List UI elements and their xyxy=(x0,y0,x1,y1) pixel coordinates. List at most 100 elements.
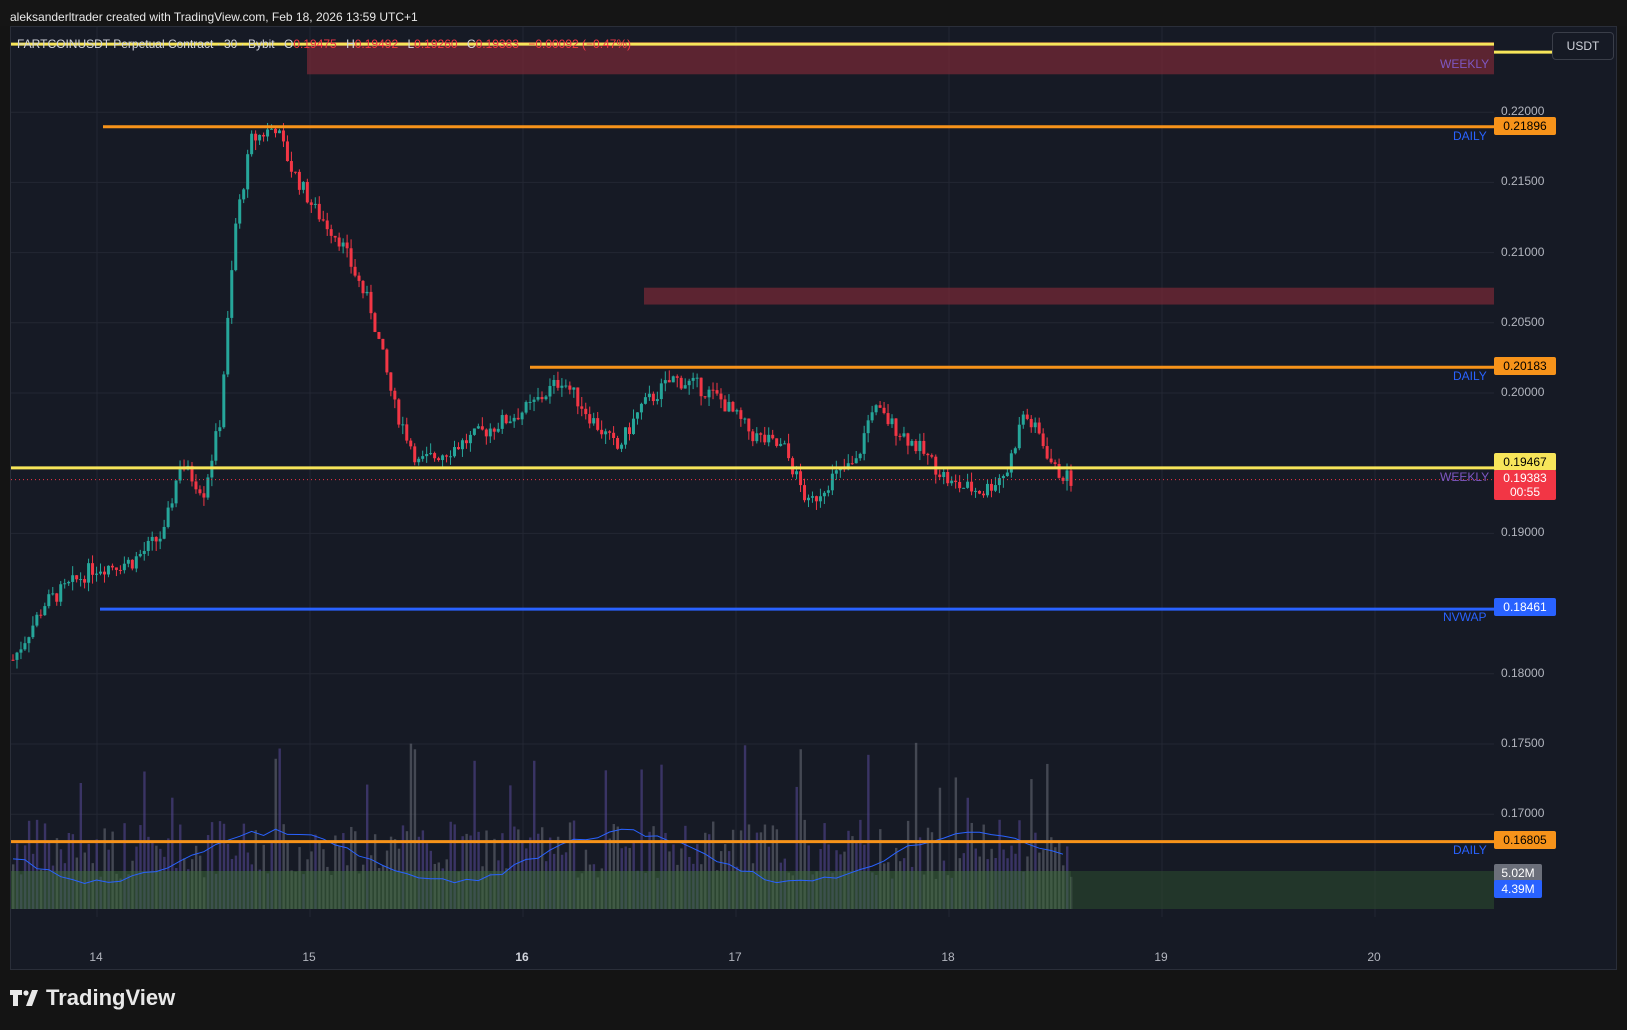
candle-body xyxy=(365,291,369,294)
candle-body xyxy=(417,458,421,463)
candle-body xyxy=(449,456,453,458)
volume-bar xyxy=(867,754,870,909)
currency-selector[interactable]: USDT xyxy=(1552,32,1614,60)
candle-body xyxy=(106,565,110,575)
candle-body xyxy=(329,229,333,236)
candle-body xyxy=(1057,463,1061,478)
candle-body xyxy=(27,637,31,644)
candle-body xyxy=(783,443,787,445)
candle-body xyxy=(110,565,114,568)
candle-body xyxy=(23,643,27,650)
candle-body xyxy=(492,428,496,432)
volume-bar xyxy=(759,832,763,909)
tradingview-logo[interactable]: TradingView xyxy=(10,985,175,1011)
volume-tag: 5.02M xyxy=(1494,864,1542,882)
candle-body xyxy=(747,418,751,432)
candle-body xyxy=(1009,453,1013,473)
volume-ma-area-future xyxy=(1071,871,1494,909)
volume-bar xyxy=(914,742,918,909)
candle-body xyxy=(274,128,278,134)
candle-body xyxy=(560,385,564,388)
candle-body xyxy=(150,536,154,541)
candle-body xyxy=(906,433,910,446)
candle-body xyxy=(596,418,600,430)
candle-body xyxy=(234,223,238,271)
volume-bar xyxy=(795,786,798,909)
candle-body xyxy=(612,432,616,439)
candle-body xyxy=(146,540,150,551)
candle-body xyxy=(520,412,524,420)
symbol-legend: FARTCOINUSDT Perpetual Contract · 30 · B… xyxy=(17,37,631,51)
candle-body xyxy=(795,471,799,475)
candle-body xyxy=(445,455,449,457)
candle-body xyxy=(588,414,592,424)
high-value: 0.19492 xyxy=(354,37,399,51)
volume-bar xyxy=(823,823,826,909)
candle-body xyxy=(639,403,643,413)
candle-body xyxy=(285,141,289,162)
volume-bar xyxy=(171,797,174,909)
volume-bar xyxy=(123,823,126,909)
candle-body xyxy=(369,291,373,314)
candle-body xyxy=(878,405,882,408)
volume-bar xyxy=(179,824,182,909)
candle-body xyxy=(126,559,130,564)
price-tag-daily-low: 0.16805 xyxy=(1494,831,1556,849)
chart-pane[interactable] xyxy=(10,26,1617,970)
candle-body xyxy=(194,481,198,490)
candle-body xyxy=(142,550,146,554)
candle-body xyxy=(711,389,715,391)
candle-body xyxy=(548,385,552,397)
volume-ma-tag: 4.39M xyxy=(1494,880,1542,898)
candle-body xyxy=(687,380,691,386)
candle-body xyxy=(301,181,305,190)
volume-bar xyxy=(847,830,850,909)
candle-body xyxy=(631,418,635,435)
candle-body xyxy=(616,438,620,449)
candle-body xyxy=(91,563,95,575)
candle-body xyxy=(890,418,894,425)
price-axis-label: 0.20500 xyxy=(1501,314,1545,329)
candle-body xyxy=(628,427,632,435)
candle-body xyxy=(51,593,55,595)
price-axis-label: 0.20000 xyxy=(1501,385,1545,399)
candle-body xyxy=(11,659,15,661)
time-label-19: 19 xyxy=(1154,950,1168,964)
candle-body xyxy=(500,415,504,429)
volume-bar xyxy=(35,819,39,909)
price-chart[interactable] xyxy=(11,27,1617,970)
candle-body xyxy=(516,417,520,420)
candle-body xyxy=(910,440,914,446)
candle-body xyxy=(643,397,647,404)
candle-body xyxy=(433,453,437,459)
volume-bar xyxy=(572,820,576,909)
price-tag-daily-top: 0.21896 xyxy=(1494,117,1556,135)
candle-body xyxy=(978,490,982,494)
low-label: L xyxy=(407,37,415,51)
candle-body xyxy=(814,496,818,502)
candle-body xyxy=(647,393,651,398)
volume-bar xyxy=(568,822,572,909)
volume-bar xyxy=(712,821,715,909)
candle-body xyxy=(63,583,67,585)
candle-body xyxy=(1049,458,1053,463)
candle-body xyxy=(118,569,122,571)
candle-body xyxy=(437,458,441,461)
volume-bar xyxy=(354,831,357,909)
volume-bar xyxy=(704,832,707,909)
volume-bar xyxy=(998,819,1001,909)
candle-body xyxy=(39,614,43,616)
price-axis-label: 0.18000 xyxy=(1501,665,1545,680)
candle-body xyxy=(134,556,138,569)
candle-body xyxy=(850,463,854,465)
candle-body xyxy=(552,379,556,386)
volume-bar xyxy=(640,769,643,909)
candle-body xyxy=(568,385,572,390)
candle-body xyxy=(31,625,35,638)
weekly-label-mid: WEEKLY xyxy=(1440,470,1490,484)
candle-body xyxy=(822,492,826,497)
candle-body xyxy=(1029,418,1033,428)
candle-body xyxy=(262,134,266,137)
bar-countdown: 00:55 xyxy=(1509,485,1541,499)
candle-body xyxy=(731,401,735,412)
